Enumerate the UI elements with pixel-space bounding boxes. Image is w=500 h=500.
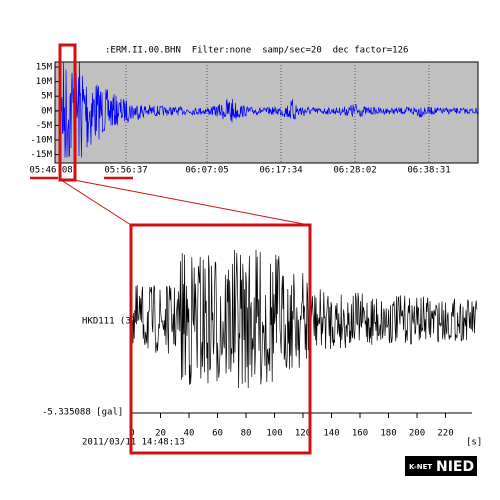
x-tick-label: 120 xyxy=(295,429,311,439)
zoom-line xyxy=(73,179,310,226)
header: :ERM.II.00.BHN Filter:none samp/sec=20 d… xyxy=(105,46,408,56)
top-waveform xyxy=(54,61,479,160)
x-tick-label: 40 xyxy=(184,429,195,439)
x-label: 05:46:08 xyxy=(29,166,72,176)
logo-left: K-NET xyxy=(409,463,432,471)
x-tick-label: 200 xyxy=(409,429,425,439)
station-label: HKD111 (3) xyxy=(82,317,136,327)
x-label: 06:07:05 xyxy=(185,166,228,176)
x-label: 06:28:02 xyxy=(333,166,376,176)
logo-right: NIED xyxy=(436,459,474,475)
y-label: -15M xyxy=(30,150,52,160)
x-tick-label: 100 xyxy=(266,429,282,439)
x-tick-label: 60 xyxy=(212,429,223,439)
x-tick-label: 80 xyxy=(241,429,252,439)
x-label: 06:38:31 xyxy=(407,166,450,176)
scale-label: -5.335088 [gal] xyxy=(42,408,123,418)
start-time: 2011/03/11 14:48:13 xyxy=(82,438,185,448)
y-label: 0M xyxy=(41,106,52,116)
x-tick-label: 160 xyxy=(352,429,368,439)
y-label: -5M xyxy=(36,121,53,131)
time-unit: [s] xyxy=(466,438,482,448)
y-label: -10M xyxy=(30,136,52,146)
y-label: 15M xyxy=(36,63,53,73)
zoom-box xyxy=(129,223,312,455)
logo xyxy=(405,456,477,476)
zoom-line xyxy=(60,179,132,226)
highlight-box xyxy=(58,43,77,182)
x-tick-label: 180 xyxy=(380,429,396,439)
y-label: 10M xyxy=(36,77,53,87)
bottom-waveform xyxy=(132,249,478,389)
x-label: 06:17:34 xyxy=(259,166,302,176)
x-tick-label: 220 xyxy=(437,429,453,439)
x-tick-label: 140 xyxy=(323,429,339,439)
y-label: 5M xyxy=(41,92,52,102)
x-tick-label: 20 xyxy=(155,429,166,439)
x-label: 05:56:37 xyxy=(104,166,147,176)
